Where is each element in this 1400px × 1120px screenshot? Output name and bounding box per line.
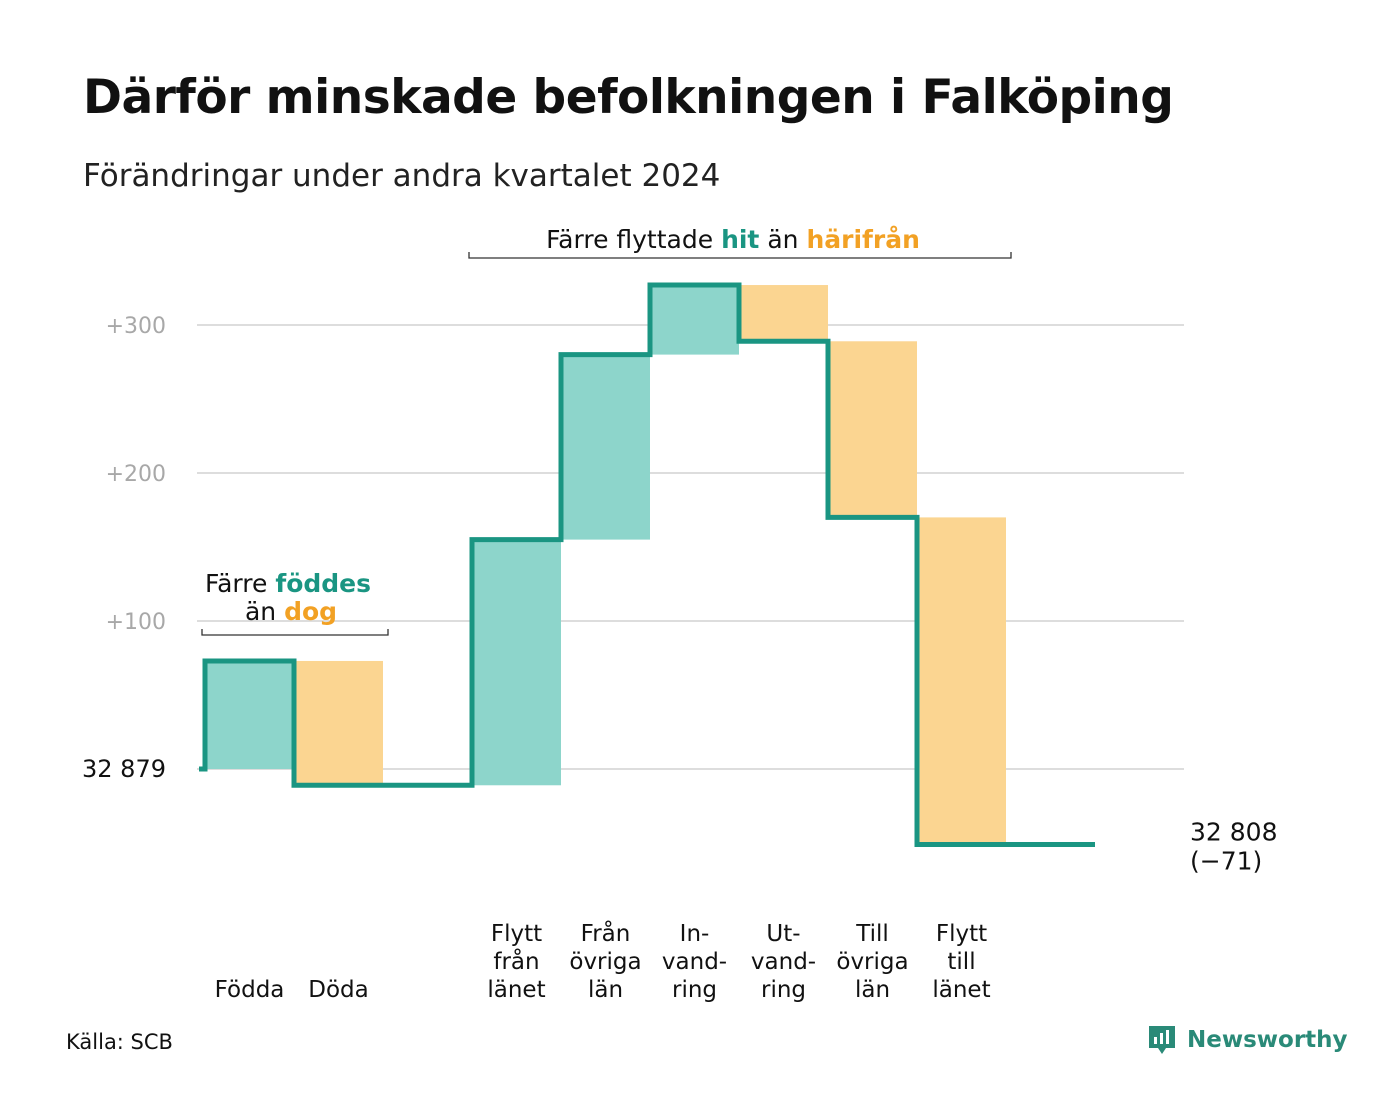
label-layer: Födda DödaFlyttfrånlänetFrånövrigalänIn-v… (215, 919, 991, 1003)
brand-logo[interactable]: Newsworthy (1147, 1022, 1348, 1058)
increase-bar (472, 539, 561, 786)
category-label: Döda (308, 977, 368, 1003)
chart-subtitle: Förändringar under andra kvartalet 2024 (83, 158, 721, 194)
category-label: ring (761, 977, 806, 1003)
births-bracket (201, 629, 389, 636)
category-label: Från (581, 919, 631, 947)
increase-bar (205, 660, 294, 769)
chart-title: Därför minskade befolkningen i Falköping (83, 70, 1174, 125)
category-label: vand- (751, 949, 816, 975)
start-value-label: 32 879 (82, 755, 166, 783)
bar-layer (205, 285, 1006, 845)
decrease-bar (294, 660, 383, 786)
moves-bracket (468, 252, 1012, 259)
category-label: länet (487, 977, 545, 1003)
category-label: till (947, 949, 975, 975)
category-label: län (855, 977, 890, 1003)
category-label: länet (932, 977, 990, 1003)
category-label: vand- (662, 949, 727, 975)
category-label: övriga (569, 949, 641, 975)
y-tick-label: +200 (106, 462, 166, 487)
births-annotation-line2: än dog (245, 597, 337, 626)
category-label: från (493, 947, 539, 975)
brand-name: Newsworthy (1187, 1027, 1348, 1053)
category-label: län (588, 977, 623, 1003)
births-annotation-line1: Färre föddes (205, 569, 371, 598)
moves-annotation: Färre flyttade hit än härifrån (546, 225, 920, 254)
line-layer (199, 282, 1095, 847)
decrease-bar (917, 517, 1006, 845)
category-label: Flytt (936, 921, 987, 947)
y-tick-label: +300 (106, 314, 166, 339)
increase-bar (561, 354, 650, 540)
decrease-bar (739, 285, 828, 342)
y-tick-label: +100 (106, 610, 166, 635)
cumulative-step-line (199, 282, 1095, 847)
category-label: ring (672, 977, 717, 1003)
category-label: Flytt (491, 921, 542, 947)
source-note: Källa: SCB (66, 1030, 173, 1054)
increase-bar (650, 285, 739, 355)
newsworthy-logo-icon (1149, 1026, 1175, 1054)
category-label: In- (680, 921, 710, 947)
end-change-label: (−71) (1190, 846, 1262, 875)
category-label: Ut- (766, 921, 800, 947)
category-label: Födda (215, 977, 285, 1003)
category-label: Till (855, 921, 889, 947)
end-value-label: 32 808 (1190, 817, 1277, 846)
category-label: övriga (836, 949, 908, 975)
decrease-bar (828, 341, 917, 518)
